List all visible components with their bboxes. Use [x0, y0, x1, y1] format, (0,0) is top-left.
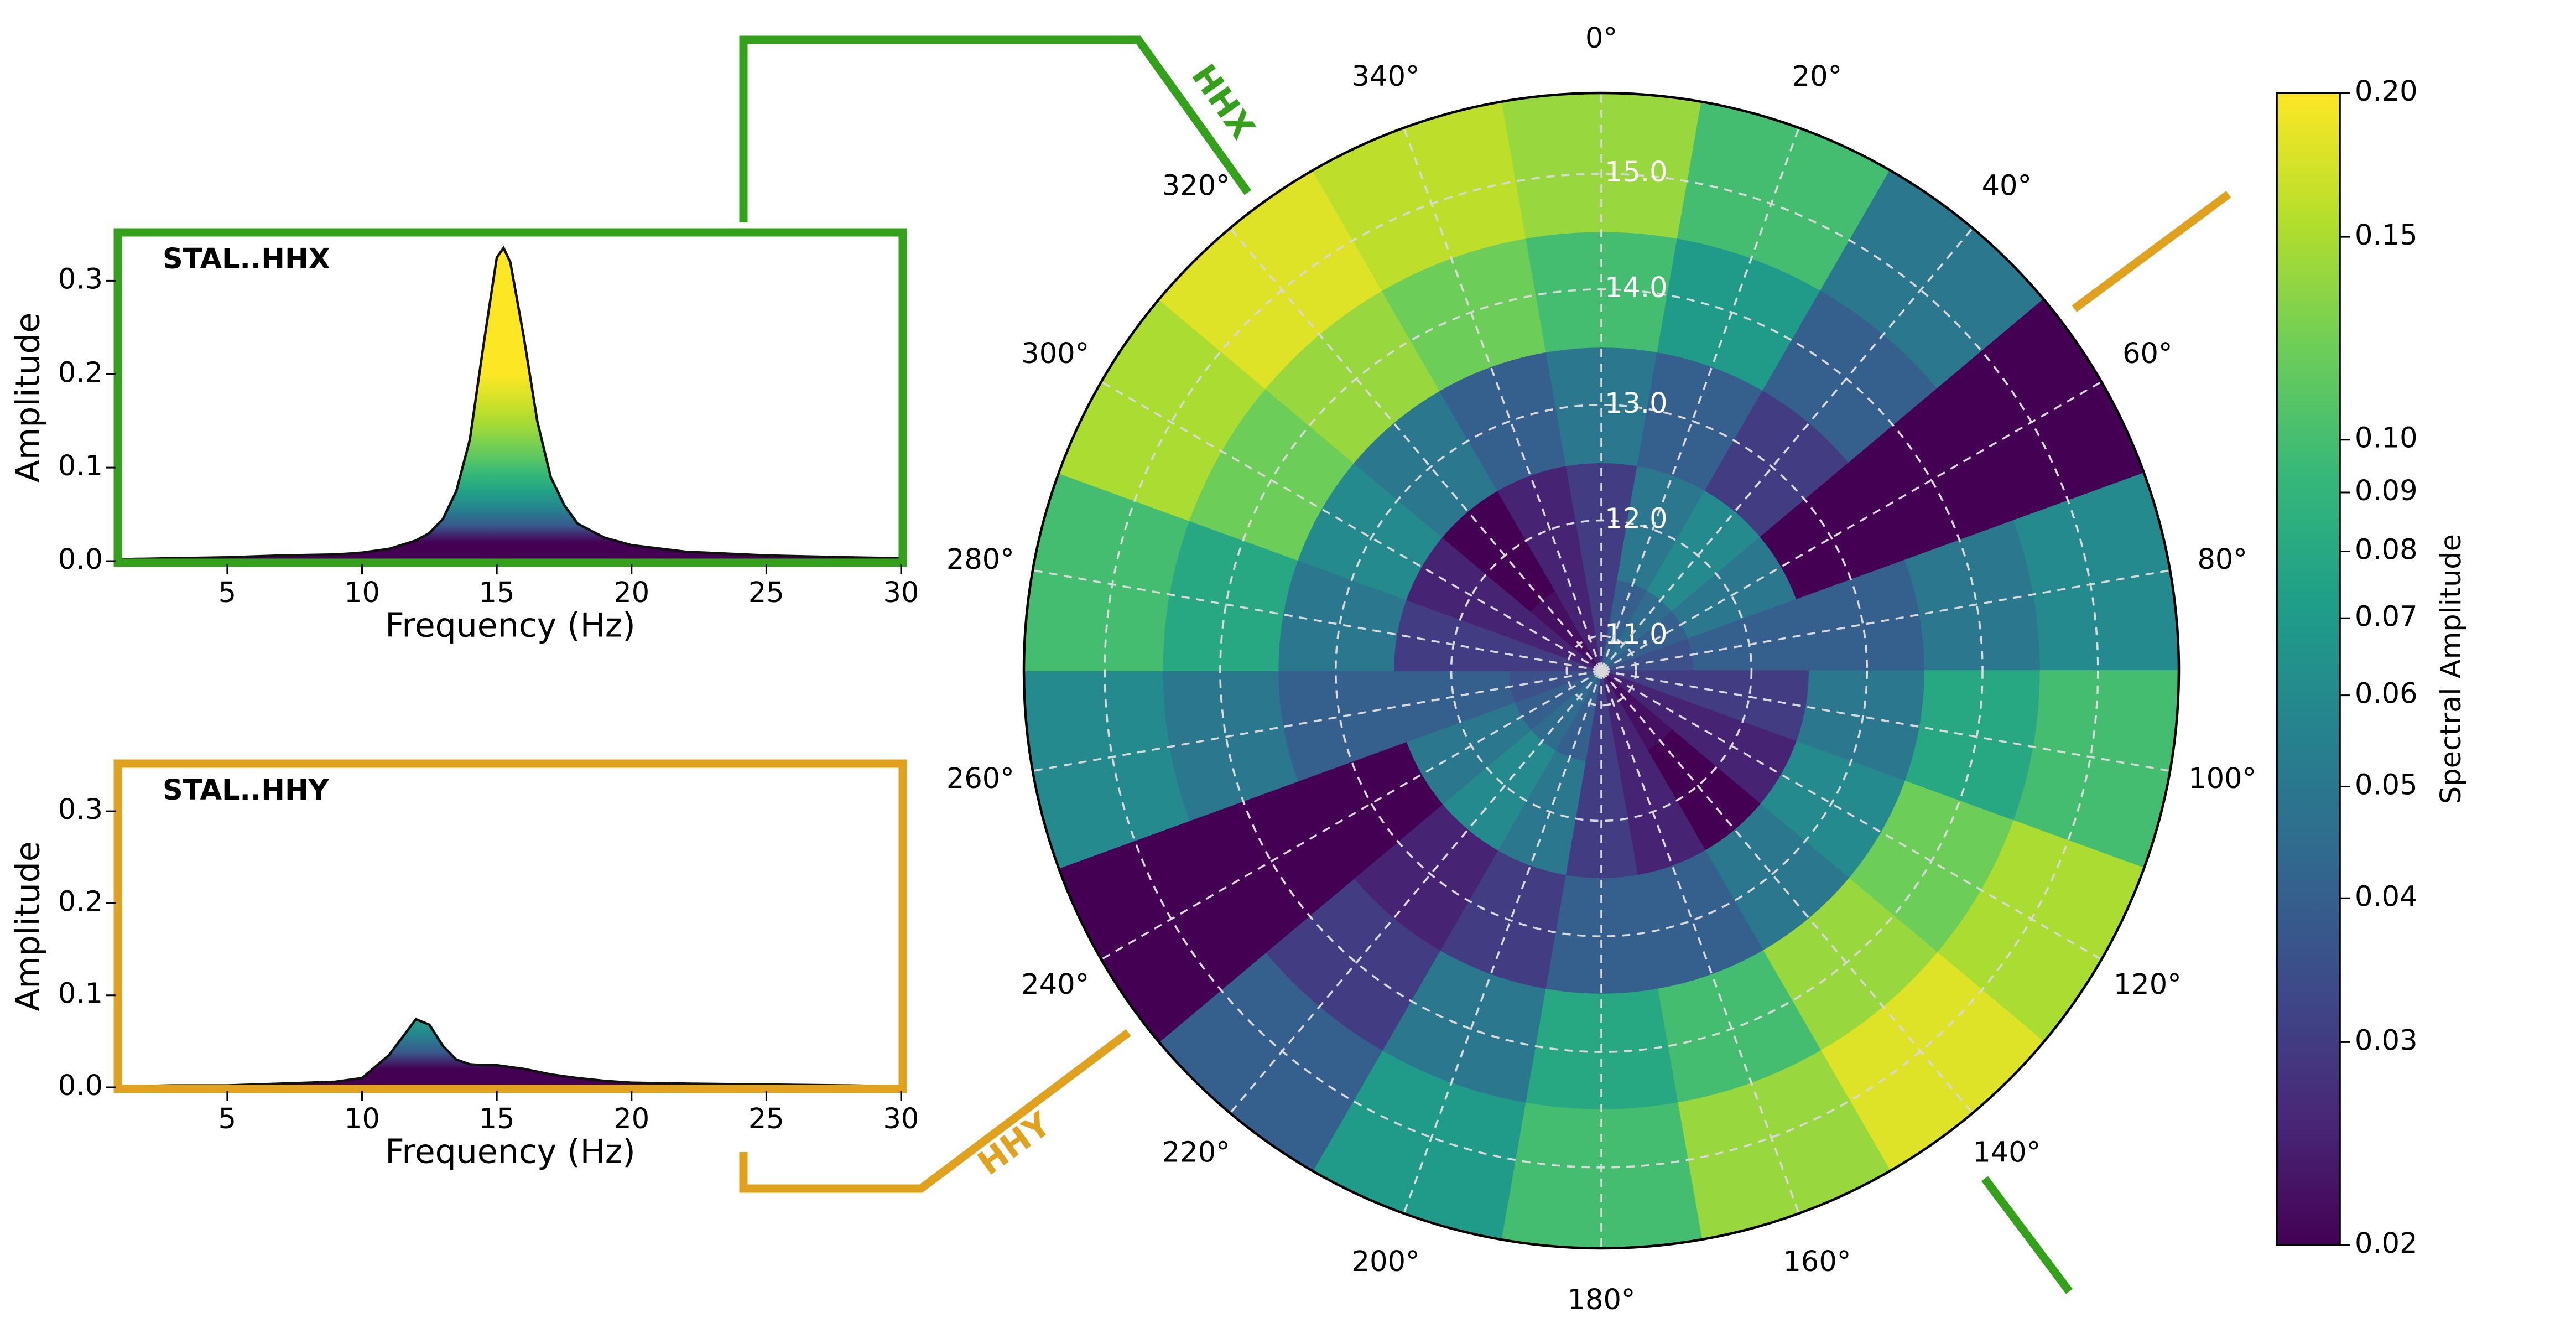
x-tick-label: 10: [344, 1103, 380, 1135]
panel-title: STAL..HHX: [163, 243, 330, 276]
x-tick-label: 5: [218, 1103, 236, 1135]
grid-spoke: [1600, 670, 1974, 1114]
x-tick-label: 15: [479, 1103, 515, 1135]
x-tick-label: 30: [883, 1103, 919, 1135]
y-tick-label: 0.3: [58, 263, 103, 295]
theta-tick-label: 220°: [1162, 1136, 1230, 1169]
r-tick-label: 12.0: [1605, 503, 1668, 536]
x-tick-label: 25: [748, 1103, 784, 1135]
colorbar-tick-label: 0.07: [2355, 600, 2418, 633]
theta-tick-label: 0°: [1585, 22, 1617, 55]
x-tick-label: 20: [613, 577, 649, 609]
theta-tick-label: 200°: [1352, 1246, 1420, 1278]
connector: [1981, 1176, 2073, 1294]
colorbar-tick-label: 0.05: [2355, 769, 2418, 801]
frame: [113, 759, 907, 1093]
r-tick-label: 13.0: [1605, 387, 1668, 420]
grid-circle: [1334, 403, 1869, 938]
colorbar-tick-label: 0.10: [2355, 422, 2418, 455]
y-axis-label: Amplitude: [9, 313, 48, 483]
x-tick-label: 20: [613, 1103, 649, 1135]
connector: [739, 1029, 1131, 1193]
colorbar-tick-label: 0.06: [2355, 678, 2418, 710]
y-tick-label: 0.2: [58, 356, 103, 389]
colorbar-tick-label: 0.03: [2355, 1024, 2418, 1057]
y-tick-label: 0.1: [58, 450, 103, 483]
theta-tick-label: 340°: [1352, 60, 1420, 93]
grid-spoke: [1601, 569, 2171, 672]
grid-spoke: [1032, 670, 1602, 772]
annotation: HHX: [1184, 58, 1262, 146]
x-axis-label: Frequency (Hz): [385, 606, 635, 645]
colorbar: [2276, 92, 2341, 1246]
grid-spoke: [1229, 227, 1602, 672]
theta-tick-label: 80°: [2197, 543, 2247, 576]
connector: [739, 35, 1252, 222]
theta-tick-label: 240°: [1021, 968, 1089, 1001]
theta-tick-label: 180°: [1568, 1284, 1636, 1316]
colorbar-label: Spectral Amplitude: [2435, 534, 2468, 804]
grid-spoke: [1600, 670, 1800, 1214]
colorbar-tick-label: 0.02: [2355, 1227, 2418, 1260]
grid-spoke: [1229, 670, 1602, 1114]
theta-tick-label: 140°: [1973, 1136, 2041, 1169]
r-tick-label: 11.0: [1605, 618, 1668, 651]
theta-tick-label: 60°: [2122, 338, 2172, 370]
y-tick-label: 0.3: [58, 793, 103, 826]
y-axis-label: Amplitude: [9, 841, 48, 1011]
r-tick-label: 15.0: [1605, 156, 1668, 189]
grid-spoke: [1600, 227, 1974, 672]
grid-spoke: [1403, 127, 1602, 671]
grid-spoke: [1100, 381, 1602, 672]
x-tick-label: 15: [479, 577, 515, 609]
grid-spoke: [1403, 670, 1602, 1214]
colorbar-tick-label: 0.04: [2355, 880, 2418, 913]
theta-tick-label: 120°: [2114, 968, 2182, 1001]
grid-spoke: [1601, 670, 2171, 772]
y-tick-label: 0.2: [58, 885, 103, 918]
grid-spoke: [1600, 127, 1800, 671]
colorbar-tick-label: 0.08: [2355, 534, 2418, 567]
x-tick-label: 10: [344, 577, 380, 609]
grid-spoke: [1100, 670, 1602, 961]
panel-title: STAL..HHY: [163, 774, 330, 807]
polar-frame: [1022, 91, 2181, 1250]
colorbar-tick-label: 0.09: [2355, 475, 2418, 507]
grid-spoke: [1601, 670, 2103, 961]
theta-tick-label: 260°: [946, 762, 1014, 795]
grid-spoke: [1601, 381, 2103, 672]
r-tick-label: 14.0: [1605, 272, 1668, 304]
colorbar-tick-label: 0.15: [2355, 219, 2418, 252]
theta-tick-label: 100°: [2188, 762, 2256, 795]
y-tick-label: 0.1: [58, 978, 103, 1010]
x-axis-label: Frequency (Hz): [385, 1133, 635, 1171]
theta-tick-label: 320°: [1162, 170, 1230, 203]
grid-circle: [1565, 635, 1637, 707]
area: [118, 1018, 903, 1089]
theta-tick-label: 280°: [946, 543, 1014, 576]
theta-tick-label: 160°: [1783, 1246, 1851, 1278]
x-tick-label: 25: [748, 577, 784, 609]
x-tick-label: 30: [883, 577, 919, 609]
theta-tick-label: 20°: [1792, 60, 1842, 93]
y-tick-label: 0.0: [58, 543, 103, 576]
y-tick-label: 0.0: [58, 1070, 103, 1102]
connector: [2072, 190, 2231, 313]
grid-spoke: [1032, 569, 1602, 672]
theta-tick-label: 300°: [1021, 338, 1089, 370]
colorbar-tick-label: 0.20: [2355, 75, 2418, 108]
frame: [113, 228, 907, 567]
area: [118, 245, 903, 563]
theta-tick-label: 40°: [1982, 170, 2032, 203]
x-tick-label: 5: [218, 577, 236, 609]
